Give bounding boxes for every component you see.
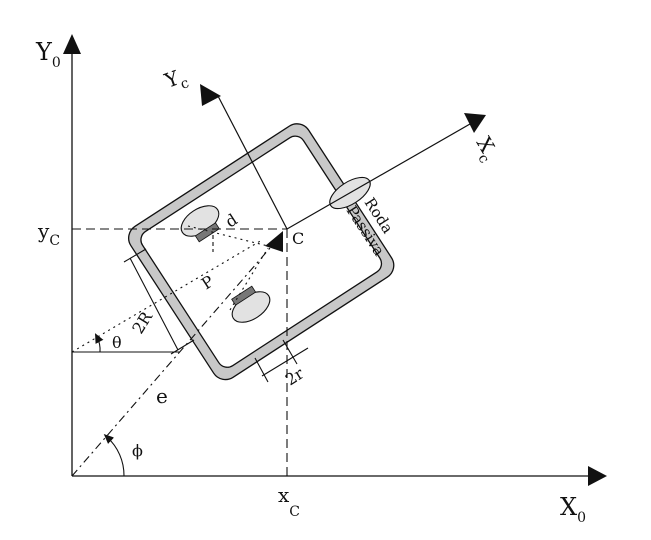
robot-axes: [200, 84, 486, 252]
x0-label: X0: [560, 493, 586, 526]
p-line-upper: [187, 225, 269, 247]
theta-arc: [94, 333, 104, 353]
phi-arc: [103, 434, 125, 477]
left-wheel-lower: [231, 285, 271, 323]
robot-inner-body: [140, 135, 383, 368]
p-line-lower: [229, 247, 269, 311]
center-arrow-icon: [265, 231, 283, 252]
wheels: [180, 176, 371, 323]
projection-lines: [71, 225, 288, 477]
y0-arrow-icon: [63, 34, 81, 54]
xc-axis-line: [286, 123, 471, 230]
y0-label: Y0: [35, 38, 61, 71]
world-axes: [63, 34, 607, 486]
xc-arrow-icon: [464, 113, 486, 133]
dimension-2R: [123, 248, 195, 355]
wheel-base-label: 2R: [128, 307, 156, 337]
xc-robot-axis-label: Xc: [467, 133, 503, 167]
yc-coordinate-label: yC: [37, 219, 60, 249]
theta-label: θ: [112, 333, 122, 352]
wheel-diameter-label: 2r: [282, 364, 308, 390]
e-line: [71, 247, 271, 477]
axle-icon: [231, 285, 257, 306]
dimension-2r: [254, 339, 309, 383]
yc-arrow-icon: [200, 84, 221, 106]
distance-e-label: e: [156, 384, 168, 408]
yc-axis-line: [217, 95, 288, 230]
theta-ref-line: [71, 239, 263, 353]
x0-arrow-icon: [588, 466, 607, 486]
yc-robot-axis-label: Yc: [161, 63, 192, 98]
phi-label: ϕ: [132, 441, 143, 460]
center-label: C: [292, 229, 304, 248]
robot-body: [128, 123, 395, 381]
xc-coordinate-label: xC: [278, 483, 300, 520]
